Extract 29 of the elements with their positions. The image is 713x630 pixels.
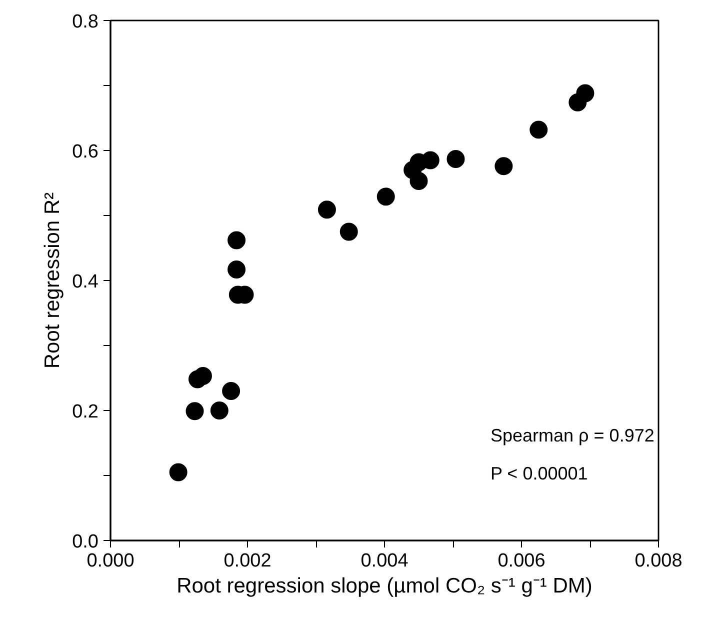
point xyxy=(576,84,594,102)
point xyxy=(446,150,465,168)
point xyxy=(194,367,212,386)
x-tick-label: 0.006 xyxy=(498,550,546,572)
y-tick-label: 0.2 xyxy=(72,402,99,422)
point xyxy=(376,188,395,206)
point xyxy=(210,402,228,420)
x-tick-label: 0.008 xyxy=(634,550,682,572)
y-tick-label: 0.6 xyxy=(72,142,99,162)
x-axis-title: Root regression slope (µmol CO₂ s⁻¹ g⁻¹ DM) xyxy=(176,574,592,598)
annotation: P < 0.00001 xyxy=(490,464,588,484)
point xyxy=(318,200,336,219)
y-tick-label: 0.4 xyxy=(72,272,99,292)
x-tick-label: 0.000 xyxy=(86,550,134,572)
point xyxy=(169,463,188,482)
y-axis-title: Root regression R² xyxy=(41,192,64,369)
point xyxy=(186,402,204,420)
point xyxy=(530,120,548,139)
y-tick-label: 0.0 xyxy=(72,532,99,552)
point xyxy=(410,172,428,190)
point xyxy=(340,222,358,241)
point xyxy=(228,260,246,278)
point xyxy=(228,231,246,250)
y-tick-label: 0.8 xyxy=(72,12,99,32)
point xyxy=(494,157,513,176)
annotation: Spearman ρ = 0.972 xyxy=(490,426,654,446)
point xyxy=(222,382,240,400)
x-tick-label: 0.002 xyxy=(224,550,272,572)
x-tick-label: 0.004 xyxy=(360,550,409,572)
